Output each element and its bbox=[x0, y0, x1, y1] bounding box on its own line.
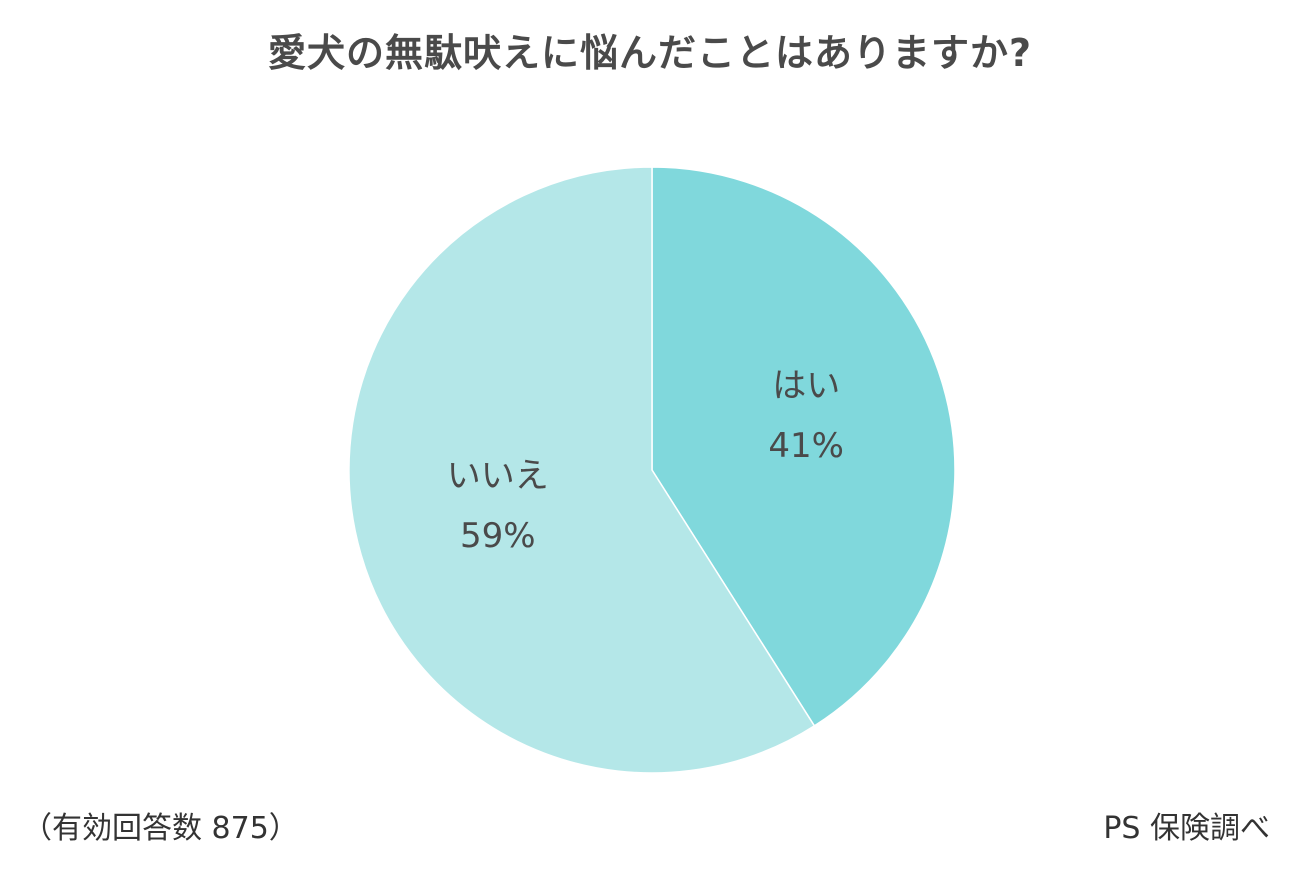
chart-title: 愛犬の無駄吠えに悩んだことはありますか? bbox=[267, 31, 1033, 75]
slice-category-label: はい bbox=[772, 366, 840, 406]
slice-value-label: 41% bbox=[768, 426, 844, 466]
source-note: PS 保険調べ bbox=[1103, 811, 1270, 846]
sample-size-note: （有効回答数 875） bbox=[22, 811, 299, 846]
pie-slice-no bbox=[348, 166, 816, 774]
slice-category-label: いいえ bbox=[447, 456, 549, 496]
slice-value-label: 59% bbox=[460, 516, 536, 556]
pie-slice-yes bbox=[651, 166, 956, 727]
